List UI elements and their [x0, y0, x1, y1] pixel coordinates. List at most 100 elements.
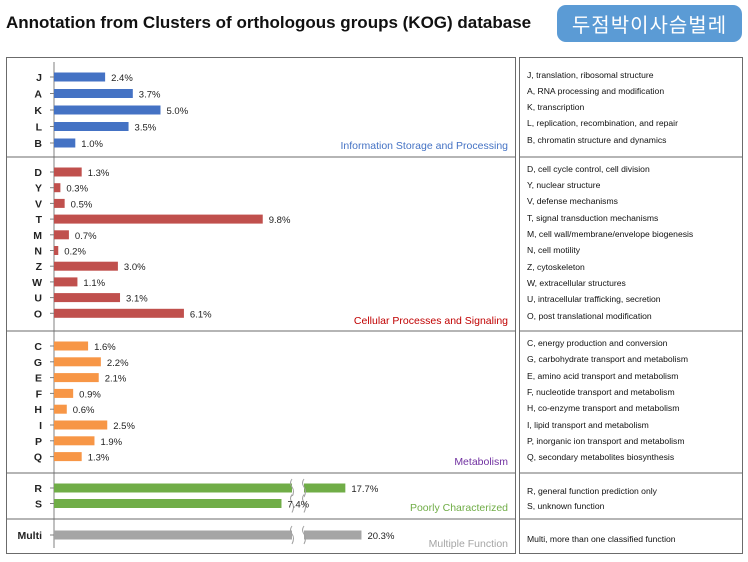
bar-G [54, 357, 101, 367]
axis-break-gap [292, 527, 304, 543]
legend-item: B, chromatin structure and dynamics [527, 135, 667, 145]
category-label: B [34, 138, 42, 150]
bar-K [54, 105, 161, 115]
axis-break-gap [292, 496, 304, 511]
category-label: P [35, 436, 42, 448]
bar-Z [54, 261, 118, 271]
legend-item: W, extracellular structures [527, 278, 626, 288]
category-label: Q [34, 452, 42, 464]
bar-Y [54, 183, 61, 193]
bar-N [54, 246, 59, 255]
value-label: 3.0% [124, 262, 146, 273]
bar-R [54, 483, 346, 493]
legend-item: A, RNA processing and modification [527, 86, 665, 96]
legend-item: Multi, more than one classified function [527, 534, 676, 544]
value-label: 3.5% [135, 123, 157, 134]
legend-item: D, cell cycle control, cell division [527, 164, 650, 174]
category-label: F [36, 388, 43, 400]
legend-item: J, translation, ribosomal structure [527, 70, 654, 80]
category-label: O [34, 308, 42, 320]
value-label: 0.7% [75, 231, 97, 242]
value-label: 1.0% [81, 139, 103, 150]
value-label: 1.3% [88, 168, 110, 179]
value-label: 6.1% [190, 309, 212, 320]
legend-item: P, inorganic ion transport and metabolis… [527, 436, 685, 446]
legend-item: F, nucleotide transport and metabolism [527, 387, 675, 397]
value-label: 0.9% [79, 389, 101, 400]
value-label: 0.6% [73, 405, 95, 416]
legend-item: I, lipid transport and metabolism [527, 420, 649, 430]
bar-W [54, 277, 78, 287]
value-label: 1.3% [88, 453, 110, 464]
bar-L [54, 122, 129, 131]
value-label: 2.1% [105, 374, 127, 385]
group-label: Multiple Function [429, 538, 509, 550]
bar-M [54, 230, 69, 240]
category-label: S [35, 499, 42, 511]
value-label: 7.4% [287, 500, 309, 511]
bar-O [54, 308, 184, 318]
value-label: 9.8% [269, 215, 291, 226]
group-label: Cellular Processes and Signaling [354, 315, 508, 327]
bar-A [54, 89, 133, 98]
category-label: H [34, 404, 42, 416]
bar-T [54, 214, 263, 224]
bar-E [54, 373, 99, 383]
legend-item: S, unknown function [527, 501, 605, 511]
category-label: I [39, 420, 42, 432]
category-label: D [34, 167, 42, 179]
group-label: Metabolism [454, 456, 508, 468]
bar-I [54, 420, 108, 430]
axis-break-mark [290, 478, 294, 498]
legend-item: Y, nuclear structure [527, 180, 601, 190]
legend-item: K, transcription [527, 102, 585, 112]
group-label: Poorly Characterized [410, 502, 508, 514]
category-label: G [34, 357, 42, 369]
category-label: N [34, 246, 42, 258]
value-label: 1.6% [94, 342, 116, 353]
species-badge: 두점박이사슴벌레 [557, 5, 742, 42]
legend-item: Q, secondary metabolites biosynthesis [527, 452, 675, 462]
legend-item: Z, cytoskeleton [527, 262, 585, 272]
category-label: K [34, 105, 42, 117]
axis-break-mark [302, 525, 306, 545]
category-label: V [35, 198, 42, 210]
bar-H [54, 404, 67, 414]
value-label: 2.2% [107, 358, 129, 369]
legend-item: U, intracellular trafficking, secretion [527, 294, 661, 304]
value-label: 1.1% [83, 278, 105, 289]
legend-panel [519, 57, 743, 554]
chart-panel [6, 57, 516, 554]
category-label: Z [36, 261, 43, 273]
group-label: Information Storage and Processing [340, 140, 508, 152]
legend-item: M, cell wall/membrane/envelope biogenesi… [527, 229, 694, 239]
category-label: E [35, 373, 42, 385]
legend-item: R, general function prediction only [527, 486, 657, 496]
bar-Multi [54, 530, 362, 540]
bar-J [54, 72, 106, 82]
value-label: 17.7% [351, 484, 378, 495]
value-label: 1.9% [100, 437, 122, 448]
bar-S [54, 499, 282, 508]
legend-item: V, defense mechanisms [527, 196, 618, 206]
bar-C [54, 341, 89, 351]
value-label: 0.5% [71, 199, 93, 210]
legend-item: G, carbohydrate transport and metabolism [527, 354, 688, 364]
legend-item: L, replication, recombination, and repai… [527, 118, 678, 128]
bar-F [54, 388, 74, 398]
axis-break-mark [302, 478, 306, 498]
category-label: Y [35, 183, 42, 195]
category-label: T [36, 214, 43, 226]
value-label: 3.7% [139, 90, 161, 101]
category-label: C [34, 341, 42, 353]
legend-item: O, post translational modification [527, 311, 652, 321]
bar-Q [54, 452, 82, 462]
value-label: 3.1% [126, 294, 148, 305]
value-label: 0.2% [64, 247, 86, 258]
axis-break-mark [290, 494, 294, 513]
value-label: 0.3% [66, 184, 88, 195]
axis-break-mark [302, 494, 306, 513]
legend-item: T, signal transduction mechanisms [527, 213, 659, 223]
axis-break-gap [292, 480, 304, 496]
